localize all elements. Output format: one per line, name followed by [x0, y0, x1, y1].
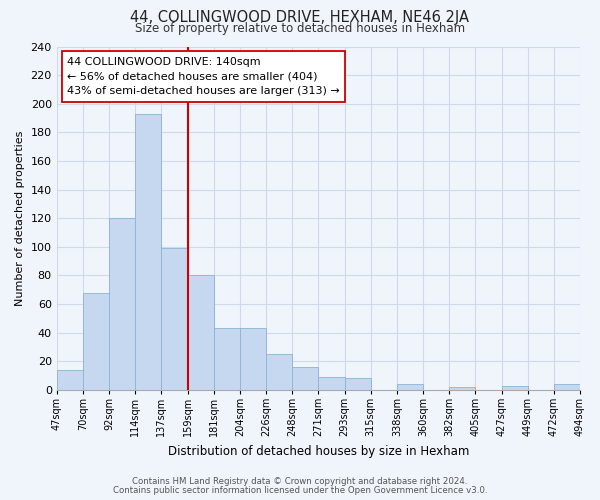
- Bar: [266, 354, 292, 390]
- Bar: [214, 328, 240, 390]
- Bar: [397, 384, 423, 390]
- Bar: [502, 386, 527, 390]
- X-axis label: Distribution of detached houses by size in Hexham: Distribution of detached houses by size …: [167, 444, 469, 458]
- Bar: [449, 387, 475, 390]
- Bar: [83, 292, 109, 390]
- Text: Contains public sector information licensed under the Open Government Licence v3: Contains public sector information licen…: [113, 486, 487, 495]
- Bar: [135, 114, 161, 390]
- Bar: [292, 367, 319, 390]
- Bar: [56, 370, 83, 390]
- Text: Contains HM Land Registry data © Crown copyright and database right 2024.: Contains HM Land Registry data © Crown c…: [132, 478, 468, 486]
- Y-axis label: Number of detached properties: Number of detached properties: [15, 130, 25, 306]
- Bar: [554, 384, 580, 390]
- Text: 44 COLLINGWOOD DRIVE: 140sqm
← 56% of detached houses are smaller (404)
43% of s: 44 COLLINGWOOD DRIVE: 140sqm ← 56% of de…: [67, 57, 340, 96]
- Text: 44, COLLINGWOOD DRIVE, HEXHAM, NE46 2JA: 44, COLLINGWOOD DRIVE, HEXHAM, NE46 2JA: [131, 10, 470, 25]
- Bar: [187, 276, 214, 390]
- Bar: [319, 377, 344, 390]
- Bar: [109, 218, 135, 390]
- Bar: [161, 248, 187, 390]
- Text: Size of property relative to detached houses in Hexham: Size of property relative to detached ho…: [135, 22, 465, 35]
- Bar: [344, 378, 371, 390]
- Bar: [240, 328, 266, 390]
